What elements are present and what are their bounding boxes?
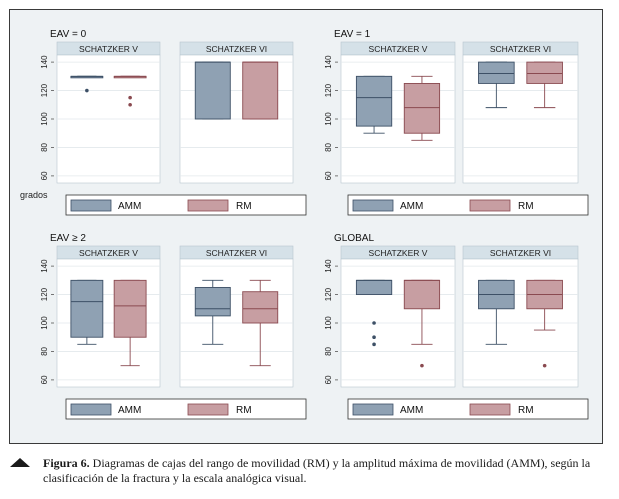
y-tick-label: 100 xyxy=(324,316,333,330)
chart-quadrant: GLOBAL 60 80 100 120 140 SCHATZKER V SCHATZKER … xyxy=(324,233,589,420)
y-tick-label: 120 xyxy=(324,83,333,97)
y-tick-label: 120 xyxy=(40,287,49,301)
y-tick-label: 80 xyxy=(40,142,49,151)
panel-label: SCHATZKER V xyxy=(79,248,138,258)
y-tick-label: 60 xyxy=(40,171,49,180)
panel-label: SCHATZKER V xyxy=(369,44,428,54)
panel-label: SCHATZKER VI xyxy=(490,44,551,54)
legend-rm-label: RM xyxy=(518,405,534,416)
rm-box xyxy=(242,61,279,120)
rm-outlier xyxy=(128,95,132,100)
legend-amm-swatch xyxy=(352,199,394,212)
y-tick-label: 60 xyxy=(324,171,333,180)
y-tick-label: 120 xyxy=(324,287,333,301)
rm-box xyxy=(113,279,147,338)
legend-box xyxy=(65,398,307,420)
y-tick-label: 100 xyxy=(324,112,333,126)
legend-box xyxy=(65,194,307,216)
y-tick-label: 100 xyxy=(40,316,49,330)
legend: AMM RM xyxy=(65,194,307,216)
caption-label: Figura 6. xyxy=(43,456,90,470)
legend-rm-swatch xyxy=(187,199,229,212)
legend: AMM RM xyxy=(347,194,589,216)
rm-box xyxy=(403,279,441,310)
legend-rm-label: RM xyxy=(518,201,534,212)
chart-title: GLOBAL xyxy=(334,233,374,244)
legend-rm-label: RM xyxy=(236,201,252,212)
panel-label: SCHATZKER V xyxy=(79,44,138,54)
legend-amm-label: AMM xyxy=(400,405,423,416)
legend: AMM RM xyxy=(347,398,589,420)
y-tick-label: 140 xyxy=(40,55,49,69)
panel-label: SCHATZKER VI xyxy=(206,44,267,54)
y-tick-label: 140 xyxy=(40,259,49,273)
chart-quadrant: EAV = 1 60 80 100 120 140 SCHATZKER V SCHATZKER… xyxy=(324,29,589,216)
y-tick-label: 140 xyxy=(324,55,333,69)
figure-caption: Figura 6. Diagramas de cajas del rango d… xyxy=(43,456,613,486)
legend-amm-swatch xyxy=(352,403,394,416)
rm-box xyxy=(526,61,563,84)
panel-label: SCHATZKER VI xyxy=(490,248,551,258)
legend-amm-swatch xyxy=(70,199,112,212)
amm-outlier xyxy=(372,335,376,340)
amm-box xyxy=(194,61,231,120)
amm-outlier xyxy=(85,88,89,93)
y-tick-label: 120 xyxy=(40,83,49,97)
chart-title: EAV = 0 xyxy=(50,29,87,40)
legend-rm-swatch xyxy=(469,403,511,416)
legend-amm-swatch xyxy=(70,403,112,416)
amm-box xyxy=(478,61,515,84)
y-tick-label: 60 xyxy=(324,375,333,384)
y-tick-label: 80 xyxy=(40,346,49,355)
panel-label: SCHATZKER V xyxy=(369,248,428,258)
panel-label: SCHATZKER VI xyxy=(206,248,267,258)
rm-outlier xyxy=(420,363,424,368)
legend-rm-swatch xyxy=(469,199,511,212)
rm-box xyxy=(242,291,279,324)
amm-box xyxy=(194,286,231,317)
rm-box xyxy=(403,82,441,134)
y-tick-label: 140 xyxy=(324,259,333,273)
chart-quadrant: EAV ≥ 2 60 80 100 120 140 SCHATZKER V SCHATZKER… xyxy=(40,233,307,420)
chart-title: EAV ≥ 2 xyxy=(50,233,86,244)
rm-outlier xyxy=(542,363,547,368)
amm-box xyxy=(70,279,104,338)
amm-box xyxy=(355,279,393,296)
y-tick-label: 80 xyxy=(324,142,333,151)
caption-text: Diagramas de cajas del rango de movilida… xyxy=(43,456,591,485)
legend-amm-label: AMM xyxy=(118,405,141,416)
y-tick-label: 60 xyxy=(40,375,49,384)
y-unit-label: grados xyxy=(20,190,48,200)
rm-outlier xyxy=(128,102,132,107)
y-tick-label: 100 xyxy=(40,112,49,126)
amm-outlier xyxy=(372,342,376,347)
legend-amm-label: AMM xyxy=(400,201,423,212)
legend: AMM RM xyxy=(65,398,307,420)
legend-amm-label: AMM xyxy=(118,201,141,212)
caption-triangle-icon xyxy=(10,458,30,467)
amm-box xyxy=(355,75,393,127)
y-tick-label: 80 xyxy=(324,346,333,355)
chart-title: EAV = 1 xyxy=(334,29,371,40)
legend-box xyxy=(347,398,589,420)
amm-outlier xyxy=(372,321,376,325)
legend-rm-swatch xyxy=(187,403,229,416)
chart-quadrant: EAV = 0 60 80 100 120 140 SCHATZKER V SCHATZKER… xyxy=(40,29,307,216)
legend-box xyxy=(347,194,589,216)
legend-rm-label: RM xyxy=(236,405,252,416)
